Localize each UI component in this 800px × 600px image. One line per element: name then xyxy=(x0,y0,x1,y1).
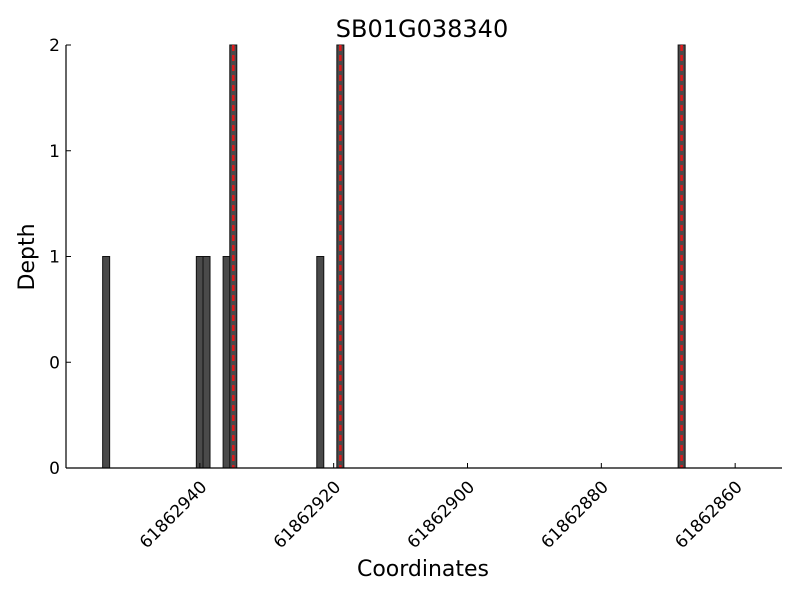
depth-bar-5 xyxy=(316,256,325,469)
y-axis-label: Depth xyxy=(15,223,40,290)
chart-title: SB01G038340 xyxy=(336,15,508,43)
x-tick-label-0: 61862940 xyxy=(136,477,211,552)
x-axis-ticks: 61862940 61862920 61862900 61862880 61862860 xyxy=(136,463,747,553)
plot-area xyxy=(102,44,686,469)
y-tick-label-1: 0 xyxy=(49,353,60,373)
x-tick-label-3: 61862880 xyxy=(538,477,613,552)
x-axis-label: Coordinates xyxy=(357,557,489,582)
depth-bar-1 xyxy=(195,256,204,469)
y-axis-ticks: 0 0 1 1 2 xyxy=(49,36,71,479)
x-tick-label-1: 61862920 xyxy=(270,477,345,552)
y-tick-label-4: 2 xyxy=(49,36,60,56)
depth-bar-3 xyxy=(222,256,231,469)
x-tick-label-4: 61862860 xyxy=(671,477,746,552)
y-tick-label-0: 0 xyxy=(49,459,60,479)
x-tick-label-2: 61862900 xyxy=(404,477,479,552)
depth-bar-0 xyxy=(102,256,111,469)
y-tick-label-3: 1 xyxy=(49,142,60,162)
depth-bar-2 xyxy=(202,256,211,469)
y-tick-label-2: 1 xyxy=(49,248,60,268)
